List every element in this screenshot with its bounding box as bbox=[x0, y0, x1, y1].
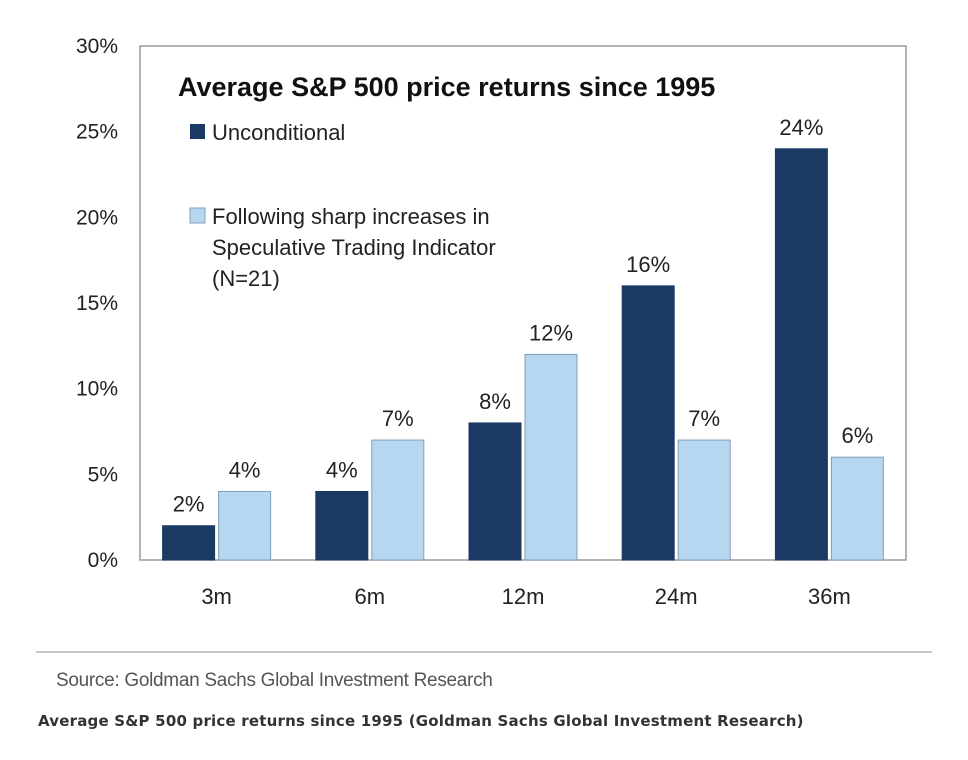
legend-swatch-unconditional bbox=[190, 124, 205, 139]
x-tick-label: 36m bbox=[808, 584, 851, 609]
y-tick-label: 20% bbox=[76, 206, 118, 229]
bar-following-sharp-increases bbox=[524, 353, 578, 561]
bar-unconditional bbox=[315, 490, 369, 561]
y-tick-label: 15% bbox=[76, 292, 118, 315]
data-label: 7% bbox=[382, 406, 414, 431]
divider bbox=[36, 651, 932, 653]
chart-title: Average S&P 500 price returns since 1995 bbox=[178, 72, 715, 102]
data-label: 7% bbox=[688, 406, 720, 431]
x-tick-label: 3m bbox=[201, 584, 232, 609]
data-label: 12% bbox=[529, 320, 573, 345]
data-label: 2% bbox=[173, 492, 205, 517]
x-axis: 3m 6m 12m 24m 36m bbox=[201, 584, 850, 609]
x-tick-label: 24m bbox=[655, 584, 698, 609]
legend-label-unconditional: Unconditional bbox=[212, 120, 345, 145]
bar-following-sharp-increases bbox=[218, 490, 272, 561]
y-axis: 0% 5% 10% 15% 20% 25% 30% bbox=[76, 35, 118, 572]
data-labels-group: 2% 4% 4% 7% 8% 12% 16% 7% 24% 6% bbox=[173, 115, 874, 517]
bars-group bbox=[162, 148, 884, 561]
data-label: 4% bbox=[326, 457, 358, 482]
data-label: 24% bbox=[779, 115, 823, 140]
y-tick-label: 10% bbox=[76, 378, 118, 401]
legend-swatch-following bbox=[189, 207, 206, 224]
y-tick-label: 5% bbox=[88, 463, 118, 486]
data-label: 4% bbox=[229, 457, 261, 482]
bar-following-sharp-increases bbox=[830, 456, 884, 561]
x-tick-label: 12m bbox=[502, 584, 545, 609]
y-tick-label: 30% bbox=[76, 35, 118, 58]
x-tick-label: 6m bbox=[355, 584, 386, 609]
data-label: 8% bbox=[479, 389, 511, 414]
bar-following-sharp-increases bbox=[677, 439, 731, 561]
legend-label-following: Following sharp increases in Speculative … bbox=[212, 204, 496, 291]
data-label: 16% bbox=[626, 252, 670, 277]
bar-chart: 0% 5% 10% 15% 20% 25% 30% 3m 6m 12m 24m 36m 2% 4% 4%… bbox=[76, 35, 907, 609]
bar-unconditional bbox=[468, 422, 522, 561]
bar-unconditional bbox=[774, 148, 828, 561]
y-tick-label: 0% bbox=[88, 549, 118, 572]
bar-unconditional bbox=[621, 285, 675, 561]
bar-following-sharp-increases bbox=[371, 439, 425, 561]
bar-unconditional bbox=[162, 525, 216, 561]
y-tick-label: 25% bbox=[76, 121, 118, 144]
legend: Unconditional Following sharp increases i… bbox=[189, 120, 496, 291]
source-note: Source: Goldman Sachs Global Investment … bbox=[56, 670, 493, 691]
data-label: 6% bbox=[842, 423, 874, 448]
image-caption: Average S&P 500 price returns since 1995… bbox=[38, 712, 804, 730]
plot-area bbox=[139, 45, 907, 561]
